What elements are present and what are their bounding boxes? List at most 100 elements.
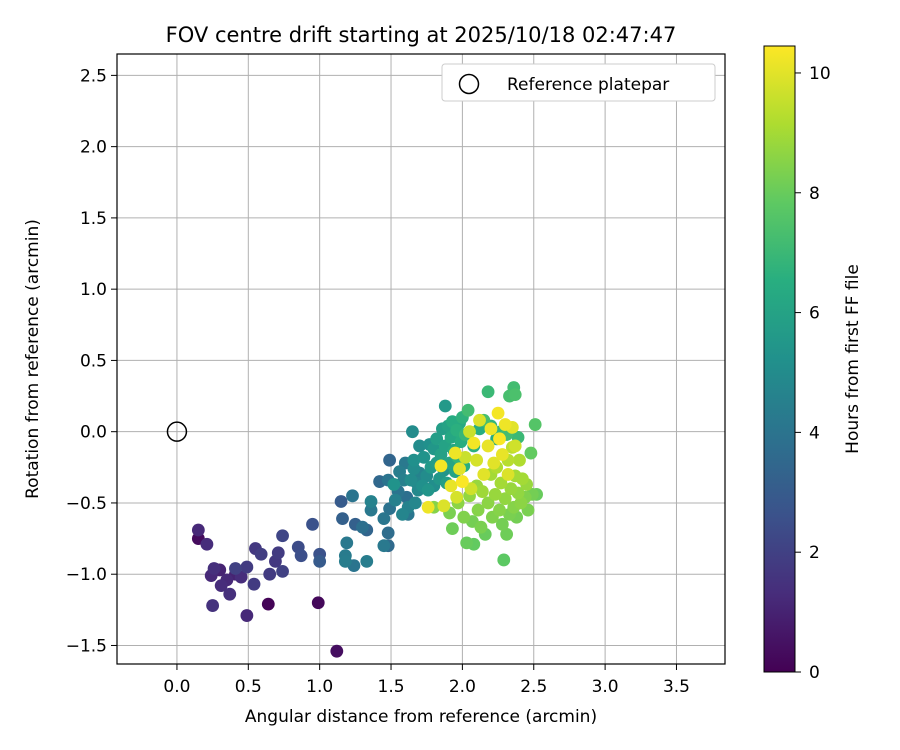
data-point — [495, 448, 509, 461]
data-point — [240, 560, 254, 574]
data-point — [263, 567, 277, 581]
x-tick-label: 1.5 — [378, 677, 405, 697]
data-point — [464, 482, 478, 496]
data-point — [407, 453, 421, 467]
data-point — [470, 453, 484, 467]
data-point — [396, 507, 409, 521]
data-point — [481, 439, 495, 453]
y-tick-label: 0.0 — [80, 423, 107, 443]
data-point — [445, 522, 459, 536]
data-point — [504, 482, 518, 496]
data-point — [207, 562, 221, 575]
data-point — [457, 510, 471, 524]
data-point — [515, 472, 529, 486]
data-point — [387, 478, 401, 491]
data-point — [458, 450, 472, 464]
data-point — [383, 453, 397, 467]
data-point — [494, 476, 508, 490]
y-tick-label: 2.5 — [80, 66, 107, 86]
y-axis-label: Rotation from reference (arcmin) — [23, 219, 43, 499]
data-point — [330, 644, 344, 658]
data-point — [461, 403, 475, 417]
colorbar-tick-label: 0 — [809, 663, 820, 683]
data-point — [421, 500, 435, 514]
data-point — [214, 579, 228, 593]
data-point — [306, 517, 319, 531]
data-point — [406, 425, 419, 439]
legend: Reference platepar — [441, 63, 716, 102]
data-point — [388, 493, 402, 507]
data-point — [484, 422, 498, 436]
data-point — [481, 385, 495, 399]
data-point — [381, 526, 395, 540]
legend-marker — [458, 73, 480, 95]
data-point — [448, 446, 462, 460]
data-point — [229, 562, 242, 575]
data-point — [498, 492, 512, 506]
data-point — [437, 499, 451, 513]
colorbar-ticks: 0 2 4 6 8 10 — [795, 64, 831, 683]
data-point — [444, 479, 458, 493]
legend-label: Reference platepar — [507, 75, 669, 95]
colorbar-label: Hours from first FF file — [843, 264, 863, 454]
data-point — [346, 489, 359, 503]
data-point — [500, 527, 514, 541]
data-point — [254, 547, 268, 561]
y-tick-label: 1.5 — [80, 209, 107, 229]
data-point — [493, 503, 506, 517]
data-point — [463, 425, 476, 439]
data-point — [364, 495, 378, 508]
colorbar-tick-label: 6 — [809, 304, 820, 324]
data-point — [508, 439, 522, 453]
x-tick-label: 3.5 — [663, 677, 690, 697]
y-tick-label: −0.5 — [66, 494, 107, 514]
data-point — [501, 468, 515, 481]
data-point — [313, 554, 327, 568]
data-point — [336, 512, 349, 526]
x-tick-label: 2.0 — [449, 677, 476, 697]
data-point — [528, 418, 542, 431]
data-point — [493, 432, 506, 446]
y-tick-label: 0.5 — [80, 351, 107, 371]
data-point — [334, 495, 348, 508]
data-point — [430, 432, 444, 446]
data-point — [247, 577, 261, 591]
data-point — [438, 399, 452, 413]
data-point — [473, 413, 486, 427]
data-point — [481, 496, 495, 510]
data-point — [475, 485, 489, 498]
data-point — [206, 599, 220, 612]
data-point — [276, 564, 289, 578]
chart-title: FOV centre drift starting at 2025/10/18 … — [166, 23, 677, 47]
data-point — [488, 487, 502, 501]
colorbar-tick-label: 4 — [809, 423, 820, 443]
data-point — [417, 450, 431, 464]
data-point — [497, 553, 511, 567]
y-tick-label: −1.5 — [66, 636, 107, 656]
data-point — [491, 406, 505, 420]
colorbar-tick-label: 2 — [809, 543, 820, 563]
data-point — [471, 503, 485, 517]
colorbar-gradient — [763, 45, 796, 673]
data-point — [377, 539, 391, 553]
data-point — [261, 597, 275, 611]
data-point — [455, 475, 469, 488]
data-point — [477, 468, 491, 481]
reference-platepar-point — [166, 421, 188, 442]
x-tick-label: 0.5 — [235, 677, 262, 697]
x-axis-ticks: 0.0 0.5 1.0 1.5 2.0 2.5 3.0 3.5 — [163, 664, 690, 697]
colorbar-tick-label: 8 — [809, 184, 820, 204]
data-point — [434, 459, 448, 473]
data-point — [408, 496, 422, 510]
data-point — [450, 490, 464, 504]
data-point — [460, 536, 474, 550]
data-point — [487, 456, 501, 470]
y-axis-ticks: −1.5 −1.0 −0.5 0.0 0.5 1.0 1.5 2.0 2.5 — [66, 66, 117, 656]
data-point — [340, 536, 354, 550]
x-tick-label: 1.0 — [306, 677, 333, 697]
data-point — [513, 453, 526, 467]
y-tick-label: 1.0 — [80, 280, 107, 300]
data-point — [421, 483, 435, 497]
data-point — [413, 439, 426, 453]
